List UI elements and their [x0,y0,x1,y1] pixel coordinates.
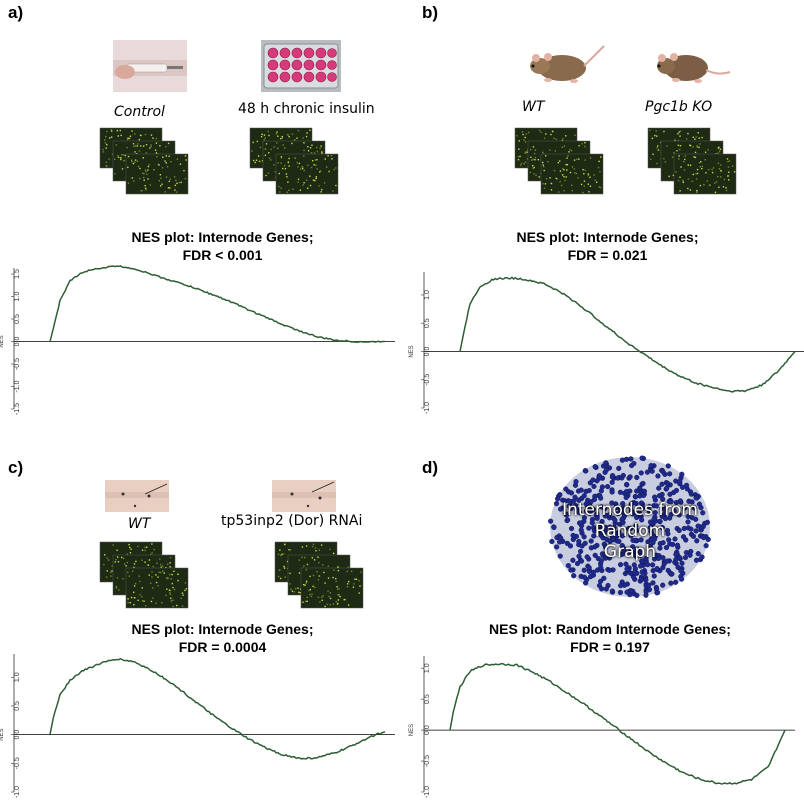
rnai-nerve-histology-photo [272,480,336,512]
y-tick-label: -0.5 [424,755,431,767]
plot-title-c-line2: FDR = 0.0004 [178,639,267,655]
condition-label-insulin: 48 h chronic insulin [238,101,375,117]
plot-title-a: NES plot: Internode Genes; FDR < 0.001 [80,228,365,264]
y-tick-label: -1.0 [424,786,431,798]
condition-label-control: Control [114,104,165,120]
y-tick-label: 1.0 [424,290,431,300]
y-tick-label: -0.5 [424,374,431,386]
microarray-heatmap-stack [99,541,189,609]
plot-title-b-line2: FDR = 0.021 [567,247,648,263]
microarray-heatmap-stack [99,127,189,195]
y-tick-label: -1.0 [14,380,21,392]
random-graph-label: Internodes from Random Graph [545,500,715,563]
microarray-heatmap-stack [647,127,737,195]
microarray-heatmap-stack [249,127,339,195]
y-tick-label: 0.5 [14,701,21,711]
microarray-heatmap-stack [514,127,604,195]
panel-label-c: c) [8,458,24,477]
insulin-injection-photo [113,40,187,92]
nes-curve [49,657,386,760]
plot-title-d: NES plot: Random Internode Genes; FDR = … [460,620,760,656]
y-tick-label: -0.5 [14,757,21,769]
panel-label-b: b) [422,3,439,22]
pgc1b-ko-mouse-photo [657,53,731,83]
random-graph-network [548,455,711,598]
plot-title-b-line1: NES plot: Internode Genes; [516,229,699,245]
y-tick-label: 1.5 [14,269,21,279]
y-axis-label: NES [409,724,415,736]
random-graph-line-2: Random [594,521,666,541]
plot-title-a-line2: FDR < 0.001 [182,247,263,263]
plot-title-d-line1: NES plot: Random Internode Genes; [489,621,731,637]
y-tick-label: -1.0 [14,786,21,798]
y-tick-label: 1.0 [424,663,431,673]
condition-label-wt-b: WT [522,99,545,115]
y-tick-label: 0.5 [424,694,431,704]
y-tick-label: -1.0 [424,402,431,414]
nes-curve [49,264,385,343]
panel-label-d: d) [422,458,439,477]
y-tick-label: 0.5 [14,314,21,324]
random-graph-line-1: Internodes from [562,500,698,520]
y-tick-label: 1.0 [14,672,21,682]
y-axis-label: NES [409,345,415,357]
wt-nerve-histology-photo [105,480,169,512]
y-axis-label: NES [0,728,5,740]
panel-label-a: a) [8,3,24,22]
plot-title-c: NES plot: Internode Genes; FDR = 0.0004 [80,620,365,656]
wt-mouse-photo [530,45,605,83]
y-tick-label: 0.5 [424,318,431,328]
nes-curve [449,662,786,785]
microarray-heatmap-stack [274,541,364,609]
plot-title-d-line2: FDR = 0.197 [570,639,650,655]
random-graph-line-3: Graph [603,542,657,562]
y-tick-label: -1.5 [14,403,21,415]
plot-title-b: NES plot: Internode Genes; FDR = 0.021 [465,228,750,264]
condition-label-pgc1b-ko: Pgc1b KO [645,99,713,115]
plot-title-c-line1: NES plot: Internode Genes; [131,621,314,637]
condition-label-rnai: tp53inp2 (Dor) RNAi [221,513,363,529]
condition-label-wt-c: WT [128,516,151,532]
y-tick-label: 1.0 [14,292,21,302]
cell-culture-plate-photo [261,40,341,92]
plot-title-a-line1: NES plot: Internode Genes; [131,229,314,245]
y-axis-label: NES [0,335,5,347]
nes-curve [459,276,796,393]
y-tick-label: -0.5 [14,358,21,370]
